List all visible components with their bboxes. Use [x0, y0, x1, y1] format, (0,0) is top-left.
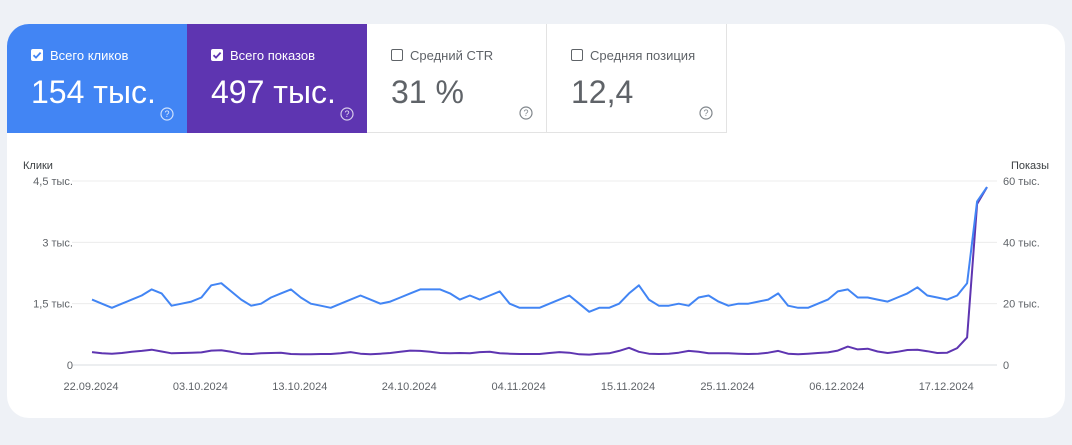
metric-label: Всего показов [230, 48, 315, 63]
metric-label: Средняя позиция [590, 48, 696, 63]
x-axis-tick: 03.10.2024 [173, 381, 228, 393]
svg-text:?: ? [164, 109, 169, 119]
performance-chart: Клики Показы 4,5 тыс. 3 тыс. 1,5 тыс. 0 60 … [23, 160, 1049, 393]
x-axis-tick: 13.10.2024 [272, 381, 327, 393]
svg-text:?: ? [523, 108, 528, 118]
x-axis-tick: 25.11.2024 [700, 381, 754, 393]
metric-tiles: Всего кликов 154 тыс. ? Всего показов 49… [7, 24, 727, 133]
right-axis-tick: 60 тыс. [1003, 176, 1040, 188]
left-axis-tick: 3 тыс. [42, 237, 73, 249]
metric-label: Всего кликов [50, 48, 129, 63]
metric-value: 12,4 [571, 74, 634, 110]
series-line-impressions [91, 186, 988, 356]
x-axis-tick: 24.10.2024 [382, 381, 437, 393]
help-circle-icon[interactable]: ? [699, 106, 713, 120]
svg-text:?: ? [344, 109, 349, 119]
metric-value: 154 тыс. [31, 74, 156, 110]
metric-tile-clicks[interactable]: Всего кликов 154 тыс. ? [7, 24, 187, 133]
left-axis-tick: 0 [67, 360, 73, 372]
help-circle-icon[interactable]: ? [160, 107, 174, 121]
metric-value: 497 тыс. [211, 74, 336, 110]
x-axis-tick: 17.12.2024 [919, 381, 974, 393]
metric-value: 31 % [391, 74, 464, 110]
right-axis-tick: 0 [1003, 360, 1009, 372]
right-axis-tick: 20 тыс. [1003, 299, 1040, 311]
metric-tile-impressions[interactable]: Всего показов 497 тыс. ? [187, 24, 367, 133]
x-axis-tick: 06.12.2024 [809, 381, 864, 393]
checkbox-icon[interactable] [391, 49, 403, 61]
series-line-clicks [91, 186, 988, 313]
checkbox-icon[interactable] [31, 49, 43, 61]
help-circle-icon[interactable]: ? [519, 106, 533, 120]
checkbox-icon[interactable] [571, 49, 583, 61]
metric-tile-ctr[interactable]: Средний CTR 31 % ? [367, 24, 547, 133]
metric-tile-position[interactable]: Средняя позиция 12,4 ? [547, 24, 727, 133]
performance-card: Всего кликов 154 тыс. ? Всего показов 49… [7, 24, 1065, 418]
left-axis-title: Клики [23, 160, 53, 172]
x-axis-tick: 04.11.2024 [491, 381, 545, 393]
right-axis-tick: 40 тыс. [1003, 237, 1040, 249]
x-axis-tick: 15.11.2024 [601, 381, 655, 393]
metric-label: Средний CTR [410, 48, 494, 63]
help-circle-icon[interactable]: ? [340, 107, 354, 121]
left-axis-tick: 4,5 тыс. [33, 176, 73, 188]
left-axis-tick: 1,5 тыс. [33, 299, 73, 311]
x-axis-tick: 22.09.2024 [63, 381, 118, 393]
svg-text:?: ? [703, 108, 708, 118]
checkbox-icon[interactable] [211, 49, 223, 61]
right-axis-title: Показы [1011, 160, 1049, 172]
